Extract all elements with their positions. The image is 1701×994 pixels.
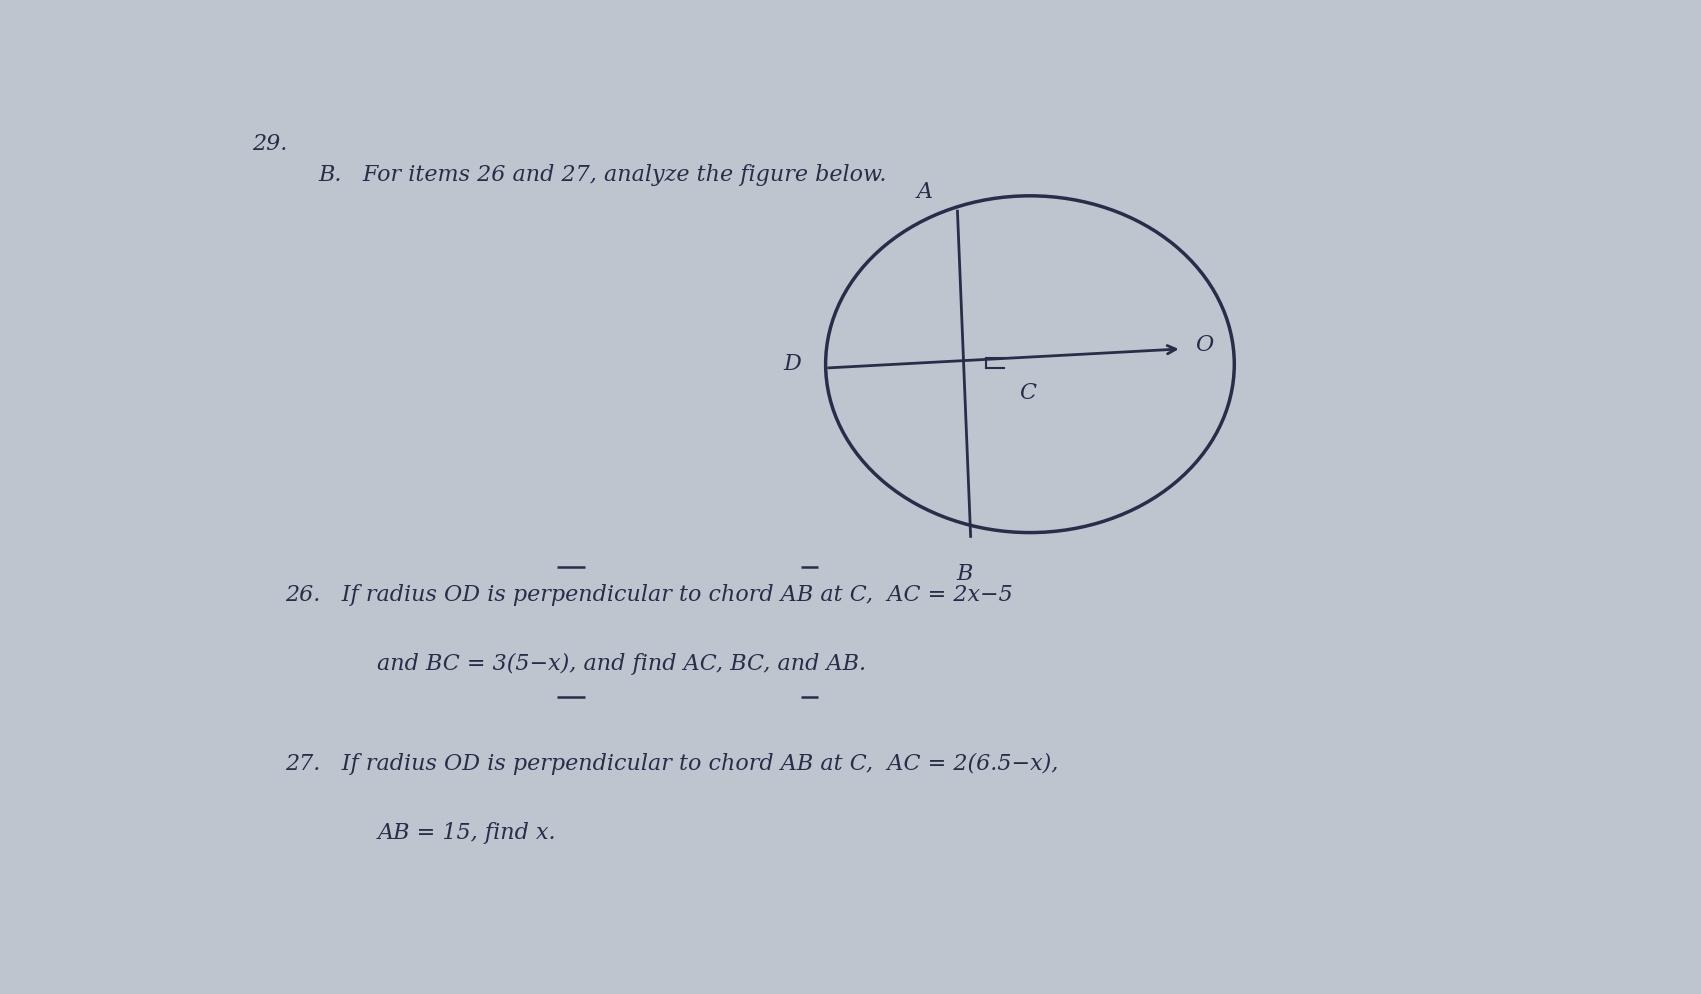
Text: O: O [1194,334,1213,356]
Text: B: B [956,564,973,585]
Text: 26.   If radius OD is perpendicular to chord AB at C,  AC = 2x−5: 26. If radius OD is perpendicular to cho… [286,584,1012,606]
Text: B.   For items 26 and 27, analyze the figure below.: B. For items 26 and 27, analyze the figu… [318,163,886,186]
Text: 27.   If radius OD is perpendicular to chord AB at C,  AC = 2(6.5−x),: 27. If radius OD is perpendicular to cho… [286,752,1058,775]
Text: A: A [917,182,932,204]
Text: AB = 15, find x.: AB = 15, find x. [378,822,556,844]
Text: and BC = 3(5−x), and find AC, BC, and AB.: and BC = 3(5−x), and find AC, BC, and AB… [378,653,866,675]
Text: 29.: 29. [252,133,287,155]
Text: D: D [784,353,801,375]
Text: C: C [1019,382,1036,404]
